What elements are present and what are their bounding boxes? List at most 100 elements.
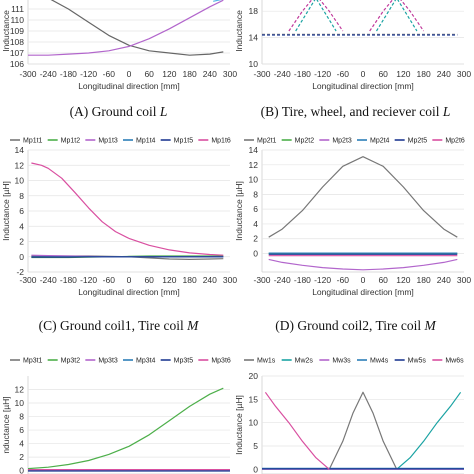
x-tick-label: 60 — [378, 275, 388, 285]
legend-entry: Mp1t6 — [211, 138, 231, 145]
caption-b: (B) Tire, wheel, and reciever coil L — [237, 104, 474, 120]
x-tick-label: -240 — [40, 275, 57, 285]
y-tick-label: 10 — [15, 398, 25, 408]
caption-c-text: (C) Ground coil1, Tire coil — [38, 318, 188, 333]
legend-entry: Mp3t6 — [211, 358, 231, 365]
y-tick-label: 15 — [249, 394, 259, 404]
legend-entry: Mp3t2 — [61, 358, 81, 365]
legend-entry: Mw1s — [257, 358, 276, 365]
x-tick-label: 240 — [203, 275, 217, 285]
x-tick-label: 240 — [437, 69, 451, 79]
y-tick-label: 12 — [249, 160, 259, 170]
legend-entry: Mw3s — [332, 358, 351, 365]
legend-entry: Mp1t5 — [174, 138, 194, 145]
caption-a: (A) Ground coil L — [0, 104, 237, 120]
legend-entry: Mp3t3 — [98, 358, 118, 365]
caption-a-text: (A) Ground coil — [69, 104, 160, 119]
legend-entry: Mp3t4 — [136, 358, 156, 365]
y-tick-label: -2 — [16, 267, 24, 277]
x-tick-label: -60 — [337, 69, 350, 79]
y-tick-label: 109 — [10, 26, 24, 36]
y-tick-label: 0 — [19, 252, 24, 262]
x-tick-label: 240 — [437, 275, 451, 285]
y-tick-label: 18 — [249, 6, 259, 16]
x-axis-label: Longitudinal direction [mm] — [78, 81, 180, 91]
caption-d-symbol: M — [424, 318, 436, 333]
legend-entry: Mp1t2 — [61, 138, 81, 145]
y-tick-label: 110 — [10, 15, 24, 25]
x-tick-label: -240 — [40, 69, 57, 79]
x-axis-label: Longitudinal direction [mm] — [312, 287, 414, 297]
x-tick-label: 0 — [361, 69, 366, 79]
y-tick-label: 14 — [249, 33, 259, 43]
legend-entry: Mp2t2 — [295, 138, 315, 145]
y-tick-label: 0 — [253, 249, 258, 259]
y-tick-label: 10 — [249, 175, 259, 185]
x-tick-label: -120 — [314, 69, 331, 79]
legend-entry: Mp3t5 — [174, 358, 194, 365]
x-tick-label: -120 — [80, 69, 97, 79]
y-tick-label: 8 — [253, 189, 258, 199]
legend-entry: Mp2t6 — [445, 138, 465, 145]
y-tick-label: 106 — [10, 59, 24, 69]
y-tick-label: 10 — [249, 59, 259, 69]
x-tick-label: 120 — [162, 69, 176, 79]
y-tick-label: 4 — [19, 221, 24, 231]
y-tick-label: 107 — [10, 48, 24, 58]
caption-b-symbol: L — [442, 104, 451, 119]
y-tick-label: 10 — [249, 418, 259, 428]
chart-panel-d: 0 2 4 6 8 10 12 14 -300 -240 -180 -120 -60 0 60 120 180 2… — [234, 138, 471, 298]
y-tick-label: 12 — [15, 385, 25, 395]
x-tick-label: 300 — [223, 275, 237, 285]
series-line-b-3 — [295, 0, 337, 32]
chart-panel-f: 0 5 10 15 20 Inductance [µH] Mw1s Mw2s Mw3s Mw4s M… — [234, 358, 464, 474]
y-axis-label: Inductance — [1, 10, 11, 52]
y-tick-label: 0 — [253, 464, 258, 474]
x-tick-label: 120 — [396, 275, 410, 285]
caption-d-text: (D) Ground coil2, Tire coil — [275, 318, 425, 333]
legend-entry: Mp2t3 — [332, 138, 352, 145]
caption-a-symbol: L — [159, 104, 168, 119]
y-tick-label: 14 — [15, 145, 25, 155]
y-axis-label: Inductance [µH] — [234, 395, 244, 455]
x-tick-label: 60 — [144, 275, 154, 285]
y-tick-label: 8 — [19, 412, 24, 422]
x-tick-label: -300 — [253, 69, 270, 79]
x-tick-label: -300 — [253, 275, 270, 285]
series-line-f-Mw1s — [328, 391, 398, 470]
series-line-f-Mw2s — [396, 391, 462, 470]
x-tick-label: 0 — [361, 275, 366, 285]
legend-entry: Mp2t5 — [408, 138, 428, 145]
legend-entry: Mp2t4 — [370, 138, 390, 145]
chart-panel-b: 10 14 18 -300 -240 -180 -120 -60 0 60 120 180 240 300… — [234, 0, 471, 91]
chart-panel-c: -2 0 2 4 6 8 10 12 14 -300 -240 -180 -120 -60 0 60 120 18… — [1, 138, 237, 298]
chart-panel-e: 0 2 4 6 8 10 12 nductance [µH] Mp3t1 Mp3t2 Mp3t3 Mp… — [1, 358, 231, 474]
series-line-a-0 — [50, 0, 224, 56]
y-tick-label: 12 — [15, 160, 25, 170]
x-tick-label: -120 — [314, 275, 331, 285]
x-tick-label: -120 — [80, 275, 97, 285]
y-axis-label: Inductance [µH] — [1, 181, 11, 241]
caption-d: (D) Ground coil2, Tire coil M — [237, 318, 474, 334]
series-line-a-2 — [213, 0, 222, 2]
x-axis-label: Longitudinal direction [mm] — [78, 287, 180, 297]
series-line-d-Mp2t1 — [268, 156, 458, 238]
legend-entry: Mp2t1 — [257, 138, 277, 145]
x-tick-label: -240 — [274, 69, 291, 79]
legend-entry: Mw6s — [445, 358, 464, 365]
x-tick-label: 180 — [183, 275, 197, 285]
legend-entry: Mp1t3 — [98, 138, 118, 145]
x-tick-label: 180 — [183, 69, 197, 79]
y-axis-label: nductance [µH] — [1, 396, 11, 453]
y-tick-label: 10 — [15, 176, 25, 186]
y-tick-label: 5 — [253, 441, 258, 451]
caption-c-symbol: M — [187, 318, 199, 333]
series-line-a-1 — [28, 0, 224, 56]
series-line-e-Mp3t2 — [28, 387, 224, 470]
y-axis-label: Inductance — [234, 10, 244, 52]
legend-entry: Mw2s — [295, 358, 314, 365]
x-tick-label: 120 — [162, 275, 176, 285]
y-tick-label: 4 — [19, 439, 24, 449]
